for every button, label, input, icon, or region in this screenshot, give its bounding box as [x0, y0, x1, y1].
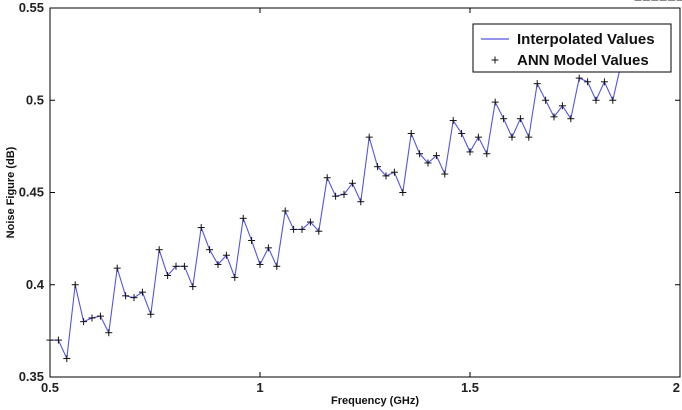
- legend-label-interpolated: Interpolated Values: [517, 31, 655, 48]
- ann-model-point: [609, 96, 617, 104]
- ann-model-point: [214, 260, 222, 268]
- ann-model-point: [416, 150, 424, 158]
- ann-model-point: [600, 78, 608, 86]
- series-layer: [46, 0, 682, 363]
- ann-model-point: [248, 236, 256, 244]
- ann-model-point: [399, 189, 407, 196]
- ann-model-point: [155, 246, 163, 254]
- ann-model-point: [54, 336, 62, 344]
- ann-model-point: [550, 113, 558, 121]
- ann-model-point: [264, 244, 272, 252]
- ann-model-point: [231, 273, 239, 281]
- ann-model-point: [558, 102, 566, 110]
- ann-model-point: [96, 312, 104, 320]
- ann-model-point: [147, 310, 155, 318]
- ann-model-point: [138, 288, 146, 296]
- ann-model-point: [357, 198, 365, 206]
- legend-marker-swatch: [491, 56, 499, 64]
- ann-model-point: [130, 294, 138, 302]
- ann-model-point: [113, 264, 121, 272]
- ann-model-point: [592, 96, 600, 104]
- ann-model-point: [122, 292, 130, 300]
- ann-model-point: [315, 227, 323, 235]
- ann-model-point: [432, 152, 440, 160]
- legend: Interpolated Values ANN Model Values: [472, 23, 672, 73]
- ann-model-point: [189, 283, 197, 291]
- ann-model-point: [256, 260, 264, 268]
- ann-model-point: [483, 150, 491, 158]
- ann-model-point: [105, 329, 113, 337]
- ann-model-point: [584, 78, 592, 86]
- ann-model-point: [290, 225, 298, 233]
- ann-model-point: [390, 168, 398, 176]
- ann-model-point: [516, 115, 524, 123]
- ann-model-point: [332, 192, 340, 200]
- ann-model-point: [525, 133, 533, 141]
- ann-model-point: [533, 80, 541, 88]
- legend-box: [472, 23, 672, 73]
- x-tick-label: 0.5: [41, 380, 59, 395]
- ann-model-point: [197, 224, 205, 232]
- ann-model-point: [298, 225, 306, 233]
- ann-model-point: [474, 133, 482, 141]
- ann-model-point: [348, 179, 356, 187]
- interpolated-values-line: [50, 62, 630, 360]
- ann-model-point: [206, 246, 214, 254]
- ann-model-point: [71, 281, 79, 289]
- ann-model-point: [567, 115, 575, 123]
- y-tick-label: 0.35: [19, 369, 44, 384]
- x-axis-label: Frequency (GHz): [331, 395, 419, 407]
- ann-model-point: [508, 133, 516, 141]
- ann-model-point: [46, 336, 54, 344]
- ann-model-point: [466, 148, 474, 156]
- y-tick-label: 0.45: [19, 185, 44, 200]
- ann-model-point: [239, 214, 247, 222]
- ann-model-point: [365, 133, 373, 141]
- ann-model-point: [180, 262, 188, 270]
- x-tick-label: 2: [673, 380, 680, 395]
- ann-model-point: [88, 314, 96, 322]
- x-tick-label: 1.5: [461, 380, 479, 395]
- ann-model-point: [382, 172, 390, 180]
- y-axis-label: Noise Figure (dB): [5, 146, 17, 238]
- ann-model-point: [458, 129, 466, 137]
- ann-model-point: [172, 262, 180, 270]
- axis-layer: 0.35 0.4 0.45 0.5 0.55 0.5 1 1.5 2 Frequency (GHz…: [5, 0, 681, 407]
- legend-label-ann: ANN Model Values: [517, 52, 649, 69]
- ann-model-point: [449, 117, 457, 125]
- ann-model-point: [323, 174, 331, 182]
- ann-model-point: [222, 251, 230, 259]
- y-tick-label: 0.55: [19, 0, 44, 15]
- ann-model-point: [281, 207, 289, 215]
- ann-model-point: [164, 272, 172, 280]
- y-tick-label: 0.5: [26, 92, 44, 107]
- ann-model-point: [542, 96, 550, 104]
- ann-model-point: [424, 159, 432, 167]
- x-tick-label: 1: [256, 380, 263, 395]
- ann-model-point: [340, 190, 348, 198]
- ann-model-point: [80, 318, 88, 326]
- ann-model-point: [575, 74, 583, 82]
- ann-model-point: [500, 115, 508, 123]
- ann-model-point: [63, 355, 71, 363]
- ann-model-point: [374, 163, 382, 171]
- ann-model-point: [407, 129, 415, 137]
- ann-model-point: [306, 218, 314, 226]
- y-tick-label: 0.4: [26, 277, 45, 292]
- ann-model-point: [273, 262, 281, 270]
- ann-model-point: [491, 98, 499, 106]
- ann-model-point: [441, 170, 449, 178]
